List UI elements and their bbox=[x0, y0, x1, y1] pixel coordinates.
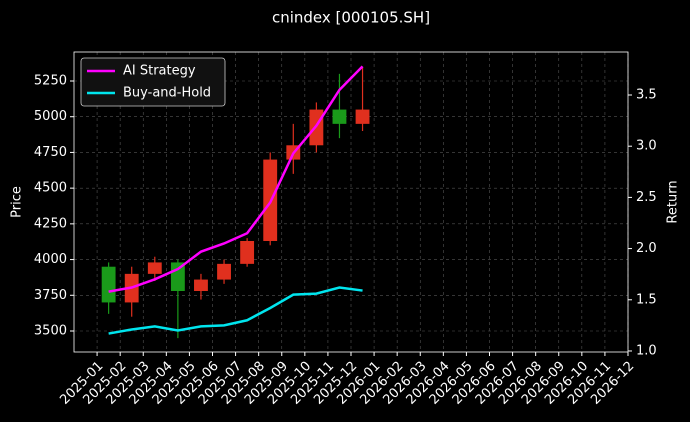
y2-tick-label: 2.0 bbox=[636, 241, 657, 256]
y-tick-label: 4000 bbox=[34, 252, 67, 267]
y-tick-label: 5000 bbox=[34, 109, 67, 124]
y-tick-label: 4500 bbox=[34, 181, 67, 196]
candle-body bbox=[147, 262, 162, 274]
y2-tick-label: 3.0 bbox=[636, 139, 657, 154]
candle-body bbox=[332, 109, 347, 124]
y2-tick-label: 1.5 bbox=[636, 292, 657, 307]
candle-body bbox=[355, 109, 370, 124]
candle-body bbox=[217, 263, 231, 280]
plot-frame bbox=[73, 51, 629, 353]
y-tick-label: 5250 bbox=[34, 74, 67, 89]
y2-axis-label: Return bbox=[666, 180, 681, 223]
y-tick-label: 4250 bbox=[34, 216, 67, 231]
y-tick-label: 3500 bbox=[34, 324, 67, 339]
legend-box bbox=[80, 57, 226, 107]
legend-label: Buy-and-Hold bbox=[123, 86, 211, 101]
y2-tick-label: 3.5 bbox=[636, 88, 657, 103]
candle-body bbox=[240, 241, 255, 264]
chart-title: cnindex [000105.SH] bbox=[272, 9, 430, 27]
candle-body bbox=[194, 279, 208, 291]
y-tick-label: 4750 bbox=[34, 145, 67, 160]
line-series bbox=[108, 65, 364, 293]
y2-tick-label: 1.0 bbox=[636, 343, 657, 358]
y-tick-label: 3750 bbox=[34, 288, 67, 303]
legend-label: AI Strategy bbox=[123, 64, 196, 79]
line-series bbox=[108, 286, 363, 335]
candle-body bbox=[101, 266, 116, 303]
y2-tick-label: 2.5 bbox=[636, 190, 657, 205]
y-axis-label: Price bbox=[10, 186, 25, 218]
